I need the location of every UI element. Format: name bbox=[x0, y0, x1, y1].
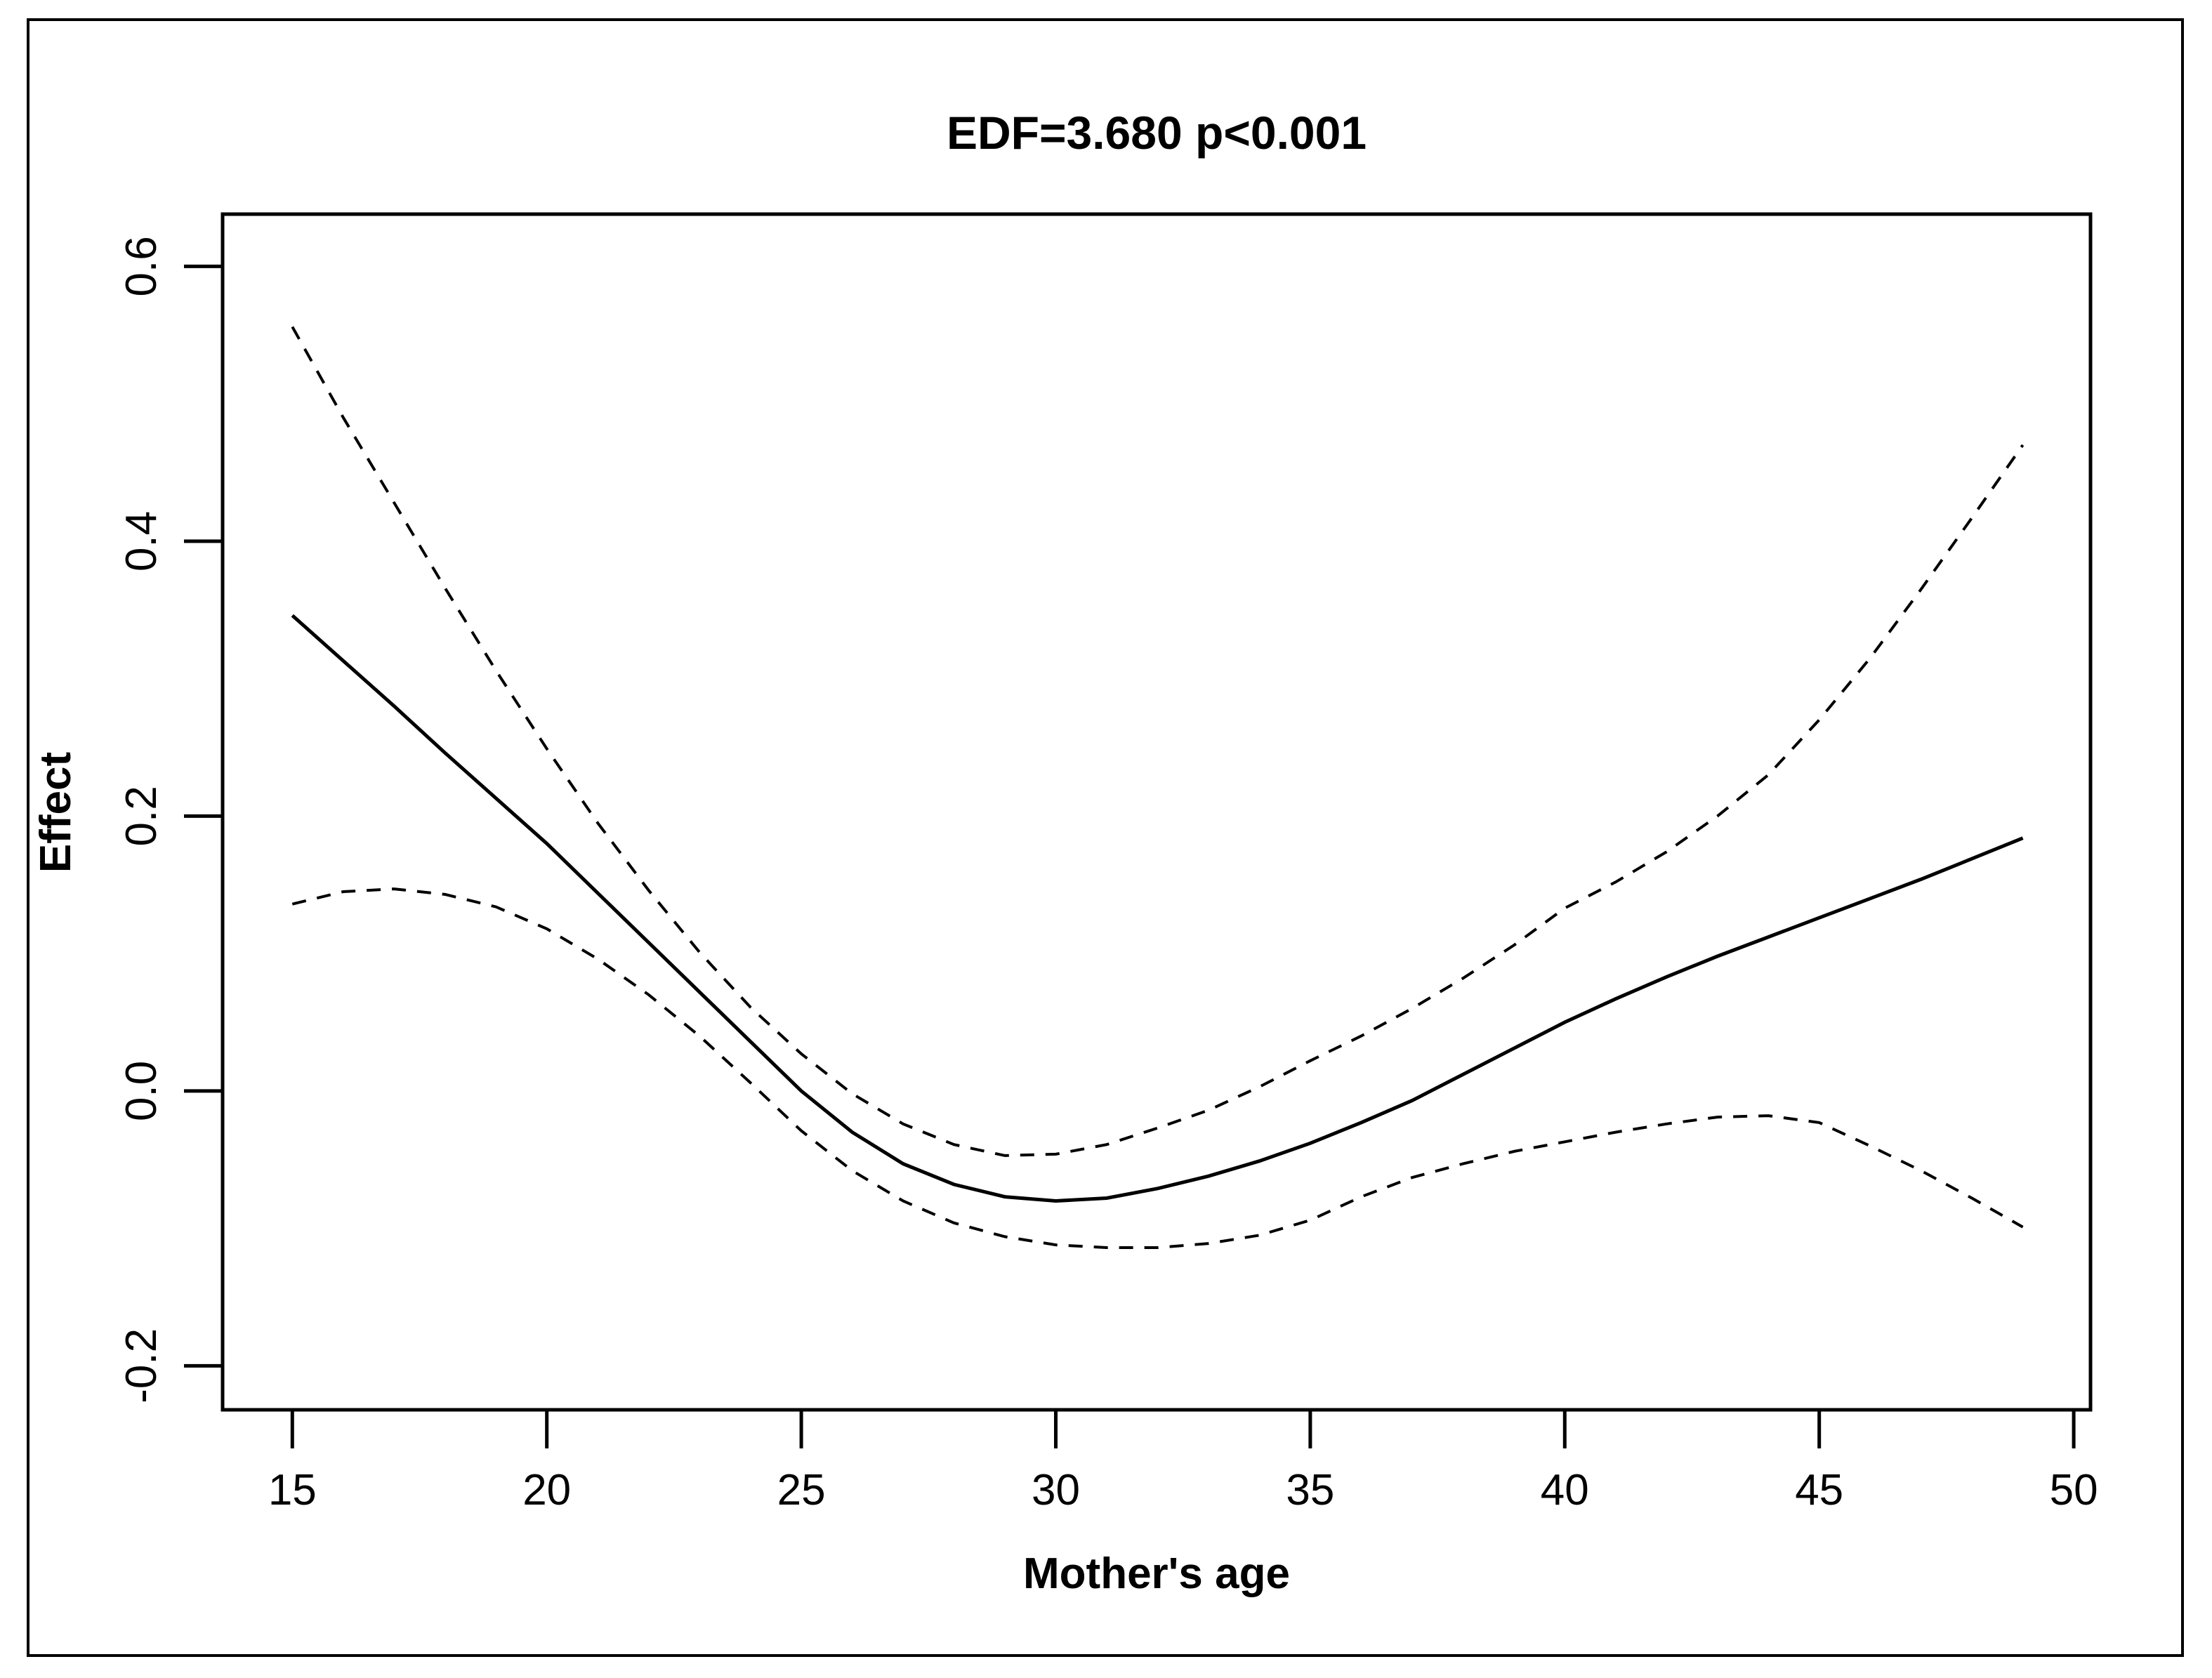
figure-border bbox=[27, 18, 2184, 1657]
plot-frame bbox=[220, 212, 2093, 1412]
x-tick-label: 25 bbox=[777, 1466, 826, 1514]
plot-title: EDF=3.680 p<0.001 bbox=[947, 107, 1367, 159]
y-axis-ticks: 0.6 0.4 0.2 0.0 -0.2 bbox=[117, 236, 223, 1403]
x-tick-label: 40 bbox=[1541, 1466, 1589, 1514]
x-axis-label: Mother's age bbox=[1023, 1550, 1290, 1598]
x-tick-label: 15 bbox=[268, 1466, 317, 1514]
x-axis-ticks: 15 20 25 30 35 40 45 50 bbox=[268, 1410, 2098, 1514]
y-tick-label: 0.6 bbox=[117, 236, 166, 296]
x-tick-label: 20 bbox=[522, 1466, 571, 1514]
x-tick-label: 35 bbox=[1286, 1466, 1334, 1514]
x-tick-label: 50 bbox=[2050, 1466, 2098, 1514]
upper-confidence-band-line bbox=[291, 326, 2025, 1157]
lower-confidence-band-line bbox=[291, 887, 2024, 1249]
smooth-fit-line bbox=[291, 614, 2024, 1203]
y-tick-label: 0.2 bbox=[117, 786, 166, 846]
y-tick-label: 0.4 bbox=[117, 511, 166, 572]
x-tick-label: 30 bbox=[1032, 1466, 1080, 1514]
curves bbox=[291, 326, 2025, 1249]
y-tick-label: -0.2 bbox=[117, 1328, 166, 1403]
y-tick-label: 0.0 bbox=[117, 1061, 166, 1121]
y-axis-label: Effect bbox=[32, 752, 80, 873]
x-tick-label: 45 bbox=[1795, 1466, 1843, 1514]
